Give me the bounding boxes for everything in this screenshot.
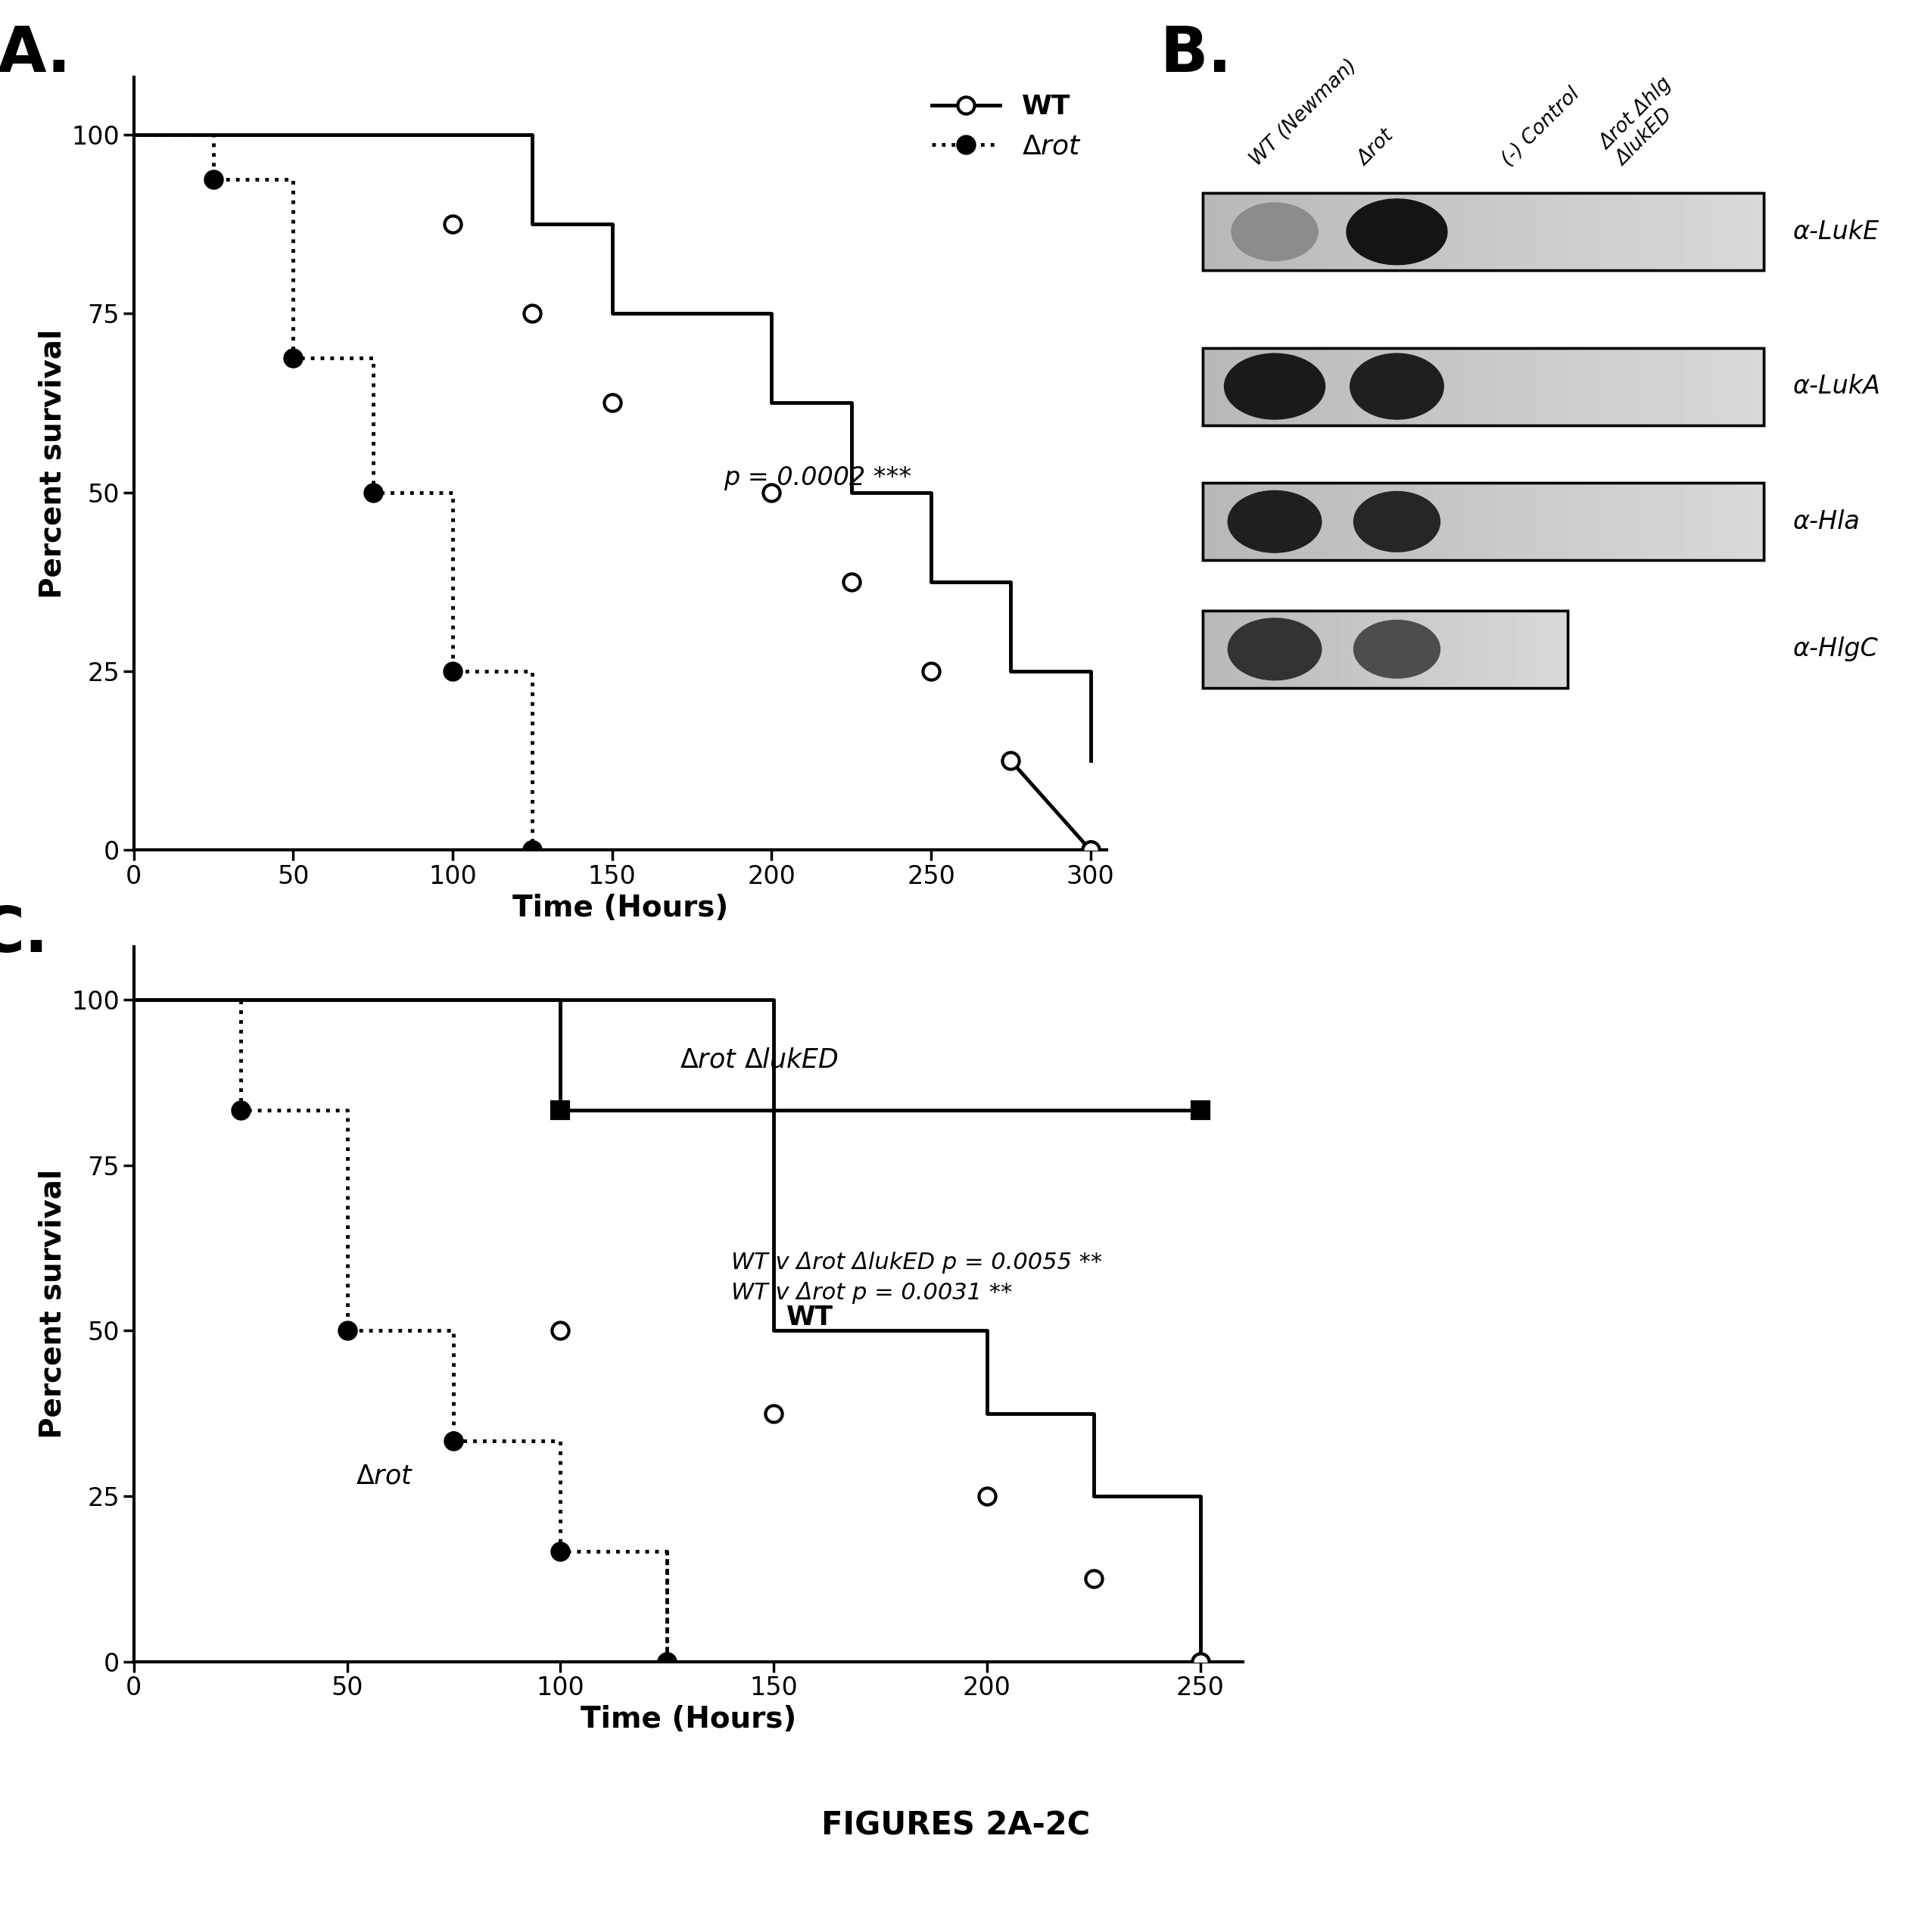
Bar [1203,483,1763,560]
Ellipse shape [1354,491,1440,553]
Text: $\mathit{\Delta rot}$ $\mathit{\Delta lukED}$: $\mathit{\Delta rot}$ $\mathit{\Delta lu… [681,1047,839,1072]
Bar [1203,611,1568,688]
Text: WT v Δrot ΔlukED p = 0.0055 **
WT v Δrot p = 0.0031 **: WT v Δrot ΔlukED p = 0.0055 ** WT v Δrot… [730,1252,1101,1304]
Text: B.: B. [1161,23,1231,85]
Ellipse shape [1228,618,1321,680]
Text: α-LukE: α-LukE [1792,220,1879,243]
Ellipse shape [1350,354,1444,419]
Bar [1203,193,1763,270]
Text: FIGURES 2A-2C: FIGURES 2A-2C [822,1810,1090,1841]
Text: A.: A. [0,23,71,85]
Y-axis label: Percent survival: Percent survival [38,1169,67,1439]
Ellipse shape [1346,199,1447,265]
Ellipse shape [1231,203,1317,261]
Text: Δrot Δhlg
ΔlukED: Δrot Δhlg ΔlukED [1597,75,1692,170]
Bar [1203,193,1763,270]
Text: C.: C. [0,904,50,966]
Text: $\mathit{\Delta rot}$: $\mathit{\Delta rot}$ [356,1463,413,1490]
Bar [1203,348,1763,425]
Text: p = 0.0002 ***: p = 0.0002 *** [725,466,912,491]
X-axis label: Time (Hours): Time (Hours) [581,1704,795,1733]
Legend: WT, Δ​​​​$\mathit{rot}$: WT, Δ​​​​$\mathit{rot}$ [922,83,1094,170]
Text: (-) Control: (-) Control [1497,85,1583,170]
Text: α-Hla: α-Hla [1792,510,1860,533]
Text: Δrot: Δrot [1354,126,1398,170]
Bar [1203,348,1763,425]
Text: α-HlgC: α-HlgC [1792,638,1878,661]
Ellipse shape [1354,620,1440,678]
Text: α-LukA: α-LukA [1792,375,1879,398]
Ellipse shape [1224,354,1325,419]
Bar [1203,611,1568,688]
Text: WT (Newman): WT (Newman) [1247,56,1361,170]
X-axis label: Time (Hours): Time (Hours) [512,893,728,922]
Text: WT: WT [786,1304,834,1331]
Ellipse shape [1228,491,1321,553]
Y-axis label: Percent survival: Percent survival [38,328,67,599]
Bar [1203,483,1763,560]
